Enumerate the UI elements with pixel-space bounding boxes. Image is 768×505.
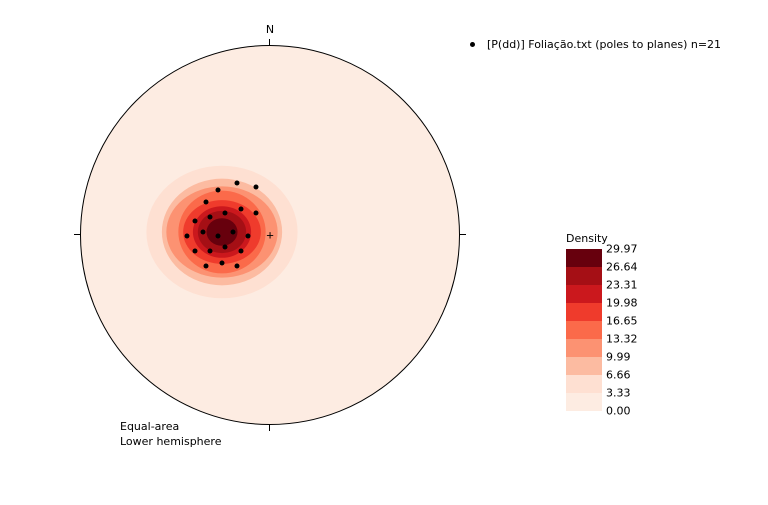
pole-point: [193, 218, 198, 223]
pole-point: [215, 234, 220, 239]
pole-point: [223, 245, 228, 250]
projection-label: Equal-area Lower hemisphere: [120, 420, 221, 450]
density-colorbar: Density 29.9726.6423.3119.9816.6513.329.…: [566, 232, 608, 411]
pole-point: [193, 249, 198, 254]
tick-s: [269, 425, 270, 431]
colorbar-tick: 29.97: [606, 243, 638, 256]
pole-point: [200, 230, 205, 235]
pole-point: [215, 188, 220, 193]
projection-label-line1: Equal-area: [120, 420, 179, 433]
colorbar-segment: 6.66: [566, 375, 602, 393]
colorbar-tick: 9.99: [606, 351, 631, 364]
colorbar-segment: 3.330.00: [566, 393, 602, 411]
colorbar-segment: 19.98: [566, 303, 602, 321]
colorbar-segment: 29.97: [566, 249, 602, 267]
colorbar-tick: 3.33: [606, 387, 631, 400]
legend-text: [P(dd)] Foliação.txt (poles to planes) n…: [487, 38, 721, 51]
pole-point: [234, 264, 239, 269]
center-cross: +: [266, 229, 274, 242]
pole-point: [223, 211, 228, 216]
colorbar-tick: 16.65: [606, 315, 638, 328]
tick-w: [74, 234, 80, 235]
projection-label-line2: Lower hemisphere: [120, 435, 221, 448]
pole-point: [204, 199, 209, 204]
pole-point: [219, 260, 224, 265]
pole-point: [231, 230, 236, 235]
tick-n: [269, 39, 270, 45]
pole-point: [185, 234, 190, 239]
pole-point: [253, 211, 258, 216]
stereonet: N +: [80, 45, 460, 425]
colorbar: 29.9726.6423.3119.9816.6513.329.996.663.…: [566, 249, 608, 411]
pole-point: [238, 207, 243, 212]
pole-point: [238, 249, 243, 254]
legend-dot-icon: [470, 42, 475, 47]
pole-point: [253, 184, 258, 189]
pole-point: [208, 215, 213, 220]
colorbar-tick: 13.32: [606, 333, 638, 346]
colorbar-segment: 9.99: [566, 357, 602, 375]
colorbar-tick: 23.31: [606, 279, 638, 292]
tick-e: [460, 234, 466, 235]
colorbar-tick: 26.64: [606, 261, 638, 274]
legend: [P(dd)] Foliação.txt (poles to planes) n…: [470, 38, 721, 51]
pole-point: [204, 264, 209, 269]
colorbar-tick: 6.66: [606, 369, 631, 382]
density-title: Density: [566, 232, 608, 245]
colorbar-segment: 16.65: [566, 321, 602, 339]
colorbar-tick: 19.98: [606, 297, 638, 310]
pole-point: [234, 180, 239, 185]
colorbar-segment: 26.64: [566, 267, 602, 285]
colorbar-segment: 13.32: [566, 339, 602, 357]
north-label: N: [266, 23, 274, 36]
colorbar-tick: 0.00: [606, 405, 631, 418]
colorbar-segment: 23.31: [566, 285, 602, 303]
pole-point: [208, 249, 213, 254]
pole-point: [246, 234, 251, 239]
